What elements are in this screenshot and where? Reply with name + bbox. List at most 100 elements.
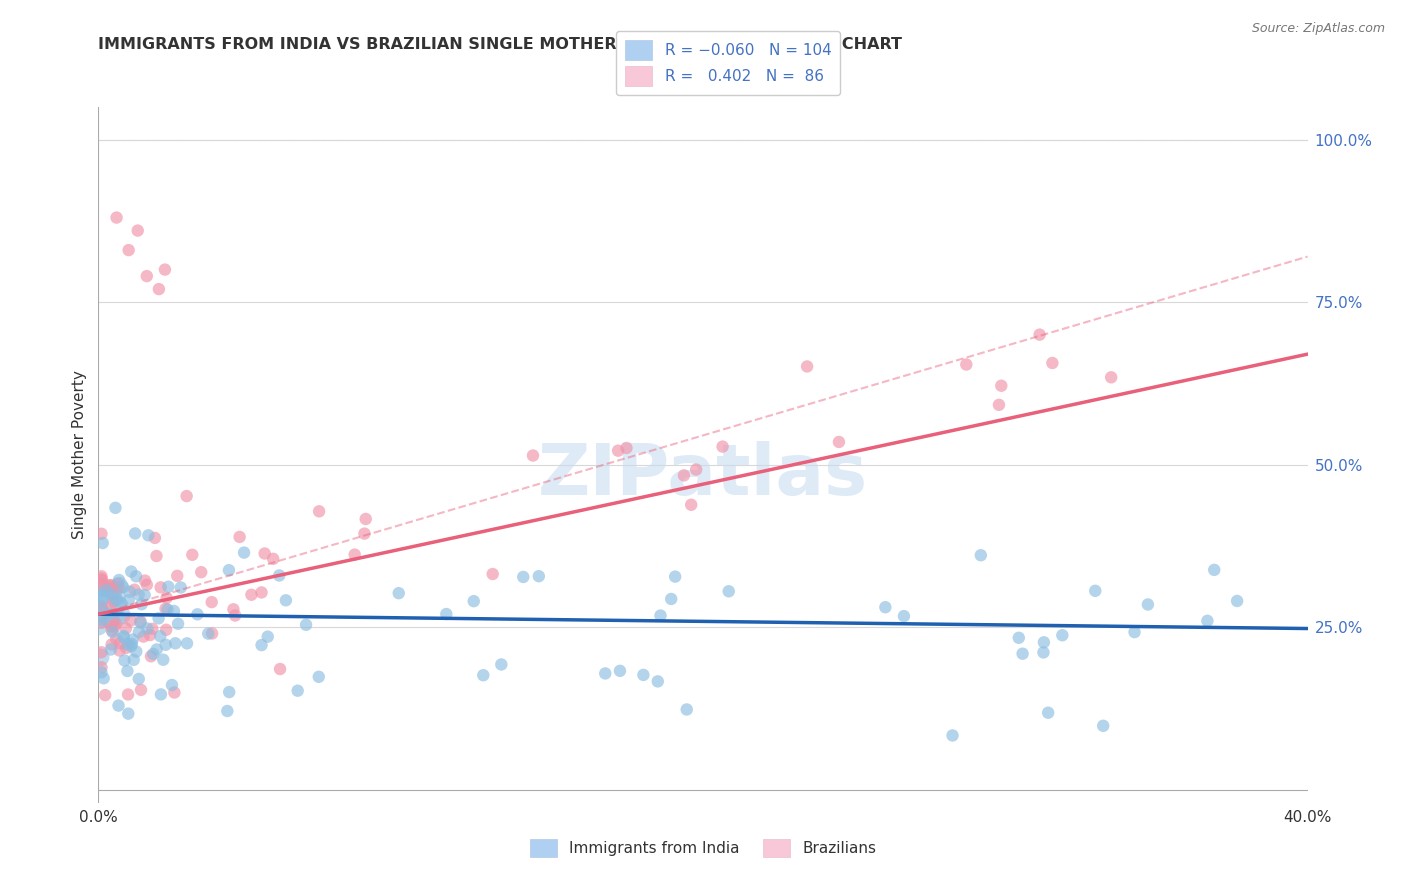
Point: [128, 672, 150, 686]
Point: [124, 582, 146, 597]
Point: [201, 595, 224, 609]
Point: [155, 591, 177, 605]
Point: [145, 549, 167, 563]
Point: [100, 578, 122, 592]
Point: [607, 443, 630, 458]
Point: [149, 580, 172, 594]
Point: [250, 638, 273, 652]
Point: [262, 551, 284, 566]
Point: [101, 624, 124, 638]
Point: [101, 625, 124, 640]
Point: [434, 607, 457, 621]
Point: [91, 592, 114, 607]
Point: [129, 615, 152, 630]
Point: [527, 569, 550, 583]
Text: IMMIGRANTS FROM INDIA VS BRAZILIAN SINGLE MOTHER POVERTY CORRELATION CHART: IMMIGRANTS FROM INDIA VS BRAZILIAN SINGL…: [98, 37, 903, 53]
Point: [117, 637, 139, 651]
Point: [114, 653, 136, 667]
Point: [90, 591, 112, 606]
Point: [104, 616, 127, 631]
Point: [167, 616, 190, 631]
Point: [90, 615, 112, 630]
Point: [201, 626, 224, 640]
Point: [186, 607, 208, 622]
Point: [163, 604, 186, 618]
Point: [472, 668, 495, 682]
Point: [156, 602, 179, 616]
Point: [149, 687, 172, 701]
Point: [1052, 628, 1074, 642]
Point: [1123, 625, 1146, 640]
Point: [131, 597, 153, 611]
Point: [90, 645, 112, 659]
Point: [90, 650, 112, 665]
Point: [160, 678, 183, 692]
Point: [121, 637, 143, 651]
Point: [512, 570, 534, 584]
Point: [108, 573, 131, 587]
Point: [91, 613, 114, 627]
Point: [108, 643, 131, 657]
Point: [138, 528, 160, 542]
Point: [675, 702, 697, 716]
Point: [118, 243, 141, 257]
Point: [148, 282, 170, 296]
Point: [105, 211, 128, 225]
Point: [218, 685, 240, 699]
Point: [875, 600, 897, 615]
Point: [107, 598, 129, 612]
Point: [647, 674, 669, 689]
Point: [127, 224, 149, 238]
Point: [253, 547, 276, 561]
Point: [970, 548, 993, 562]
Point: [117, 688, 139, 702]
Point: [228, 530, 250, 544]
Point: [143, 531, 166, 545]
Point: [149, 629, 172, 643]
Point: [990, 378, 1012, 392]
Point: [100, 581, 122, 595]
Point: [148, 611, 170, 625]
Point: [105, 591, 128, 605]
Point: [117, 664, 139, 678]
Point: [343, 548, 366, 562]
Point: [90, 600, 112, 615]
Point: [153, 262, 176, 277]
Point: [1204, 563, 1226, 577]
Point: [108, 636, 131, 650]
Point: [128, 588, 150, 602]
Point: [105, 632, 128, 647]
Point: [250, 585, 273, 599]
Point: [155, 601, 177, 615]
Point: [87, 620, 110, 634]
Point: [132, 630, 155, 644]
Point: [104, 500, 127, 515]
Point: [650, 608, 672, 623]
Point: [112, 629, 135, 643]
Point: [217, 704, 239, 718]
Point: [90, 526, 112, 541]
Point: [157, 580, 180, 594]
Point: [90, 660, 112, 674]
Point: [91, 603, 114, 617]
Point: [354, 512, 377, 526]
Point: [269, 568, 291, 582]
Point: [111, 598, 134, 612]
Legend: Immigrants from India, Brazilians: Immigrants from India, Brazilians: [522, 832, 884, 864]
Point: [103, 584, 125, 599]
Point: [93, 588, 115, 602]
Point: [295, 617, 318, 632]
Point: [120, 614, 142, 628]
Point: [115, 640, 138, 655]
Point: [105, 593, 128, 607]
Point: [711, 440, 734, 454]
Point: [609, 664, 631, 678]
Point: [89, 601, 111, 615]
Point: [256, 630, 278, 644]
Point: [107, 698, 129, 713]
Point: [90, 577, 112, 591]
Point: [100, 638, 122, 652]
Point: [176, 636, 198, 650]
Point: [1136, 598, 1159, 612]
Point: [91, 574, 114, 588]
